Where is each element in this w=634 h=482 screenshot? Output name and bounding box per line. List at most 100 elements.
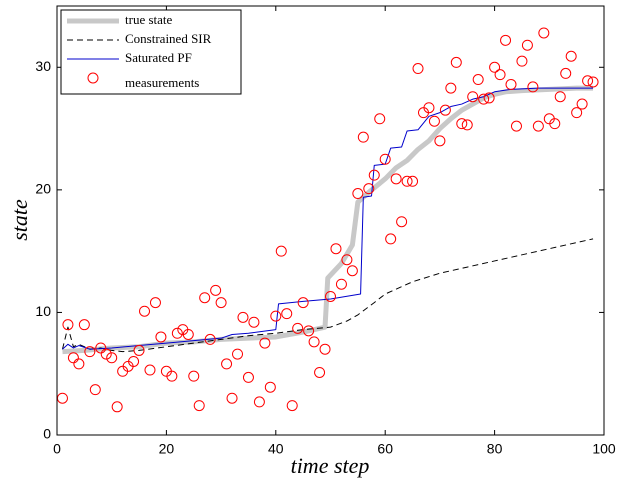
measurement-point bbox=[248, 316, 260, 328]
measurement-point bbox=[259, 337, 271, 349]
legend-label: Constrained SIR bbox=[125, 31, 212, 46]
measurement-point bbox=[582, 75, 594, 87]
measurement-point bbox=[483, 92, 495, 104]
measurement-point bbox=[144, 364, 156, 376]
measurement-point bbox=[407, 175, 419, 187]
measurement-point bbox=[292, 322, 304, 334]
measurement-point bbox=[210, 284, 222, 296]
measurement-point bbox=[554, 91, 566, 103]
measurement-point bbox=[67, 352, 79, 364]
y-tick-label: 30 bbox=[35, 58, 51, 74]
legend-label: Saturated PF bbox=[125, 50, 192, 65]
measurement-point bbox=[303, 325, 315, 337]
measurement-point bbox=[335, 278, 347, 290]
measurement-point bbox=[314, 366, 326, 378]
measurement-point bbox=[510, 120, 522, 132]
legend-label: measurements bbox=[125, 75, 199, 90]
measurement-point bbox=[390, 173, 402, 185]
measurement-point bbox=[571, 107, 583, 119]
measurement-point bbox=[450, 56, 462, 68]
y-tick-label: 20 bbox=[35, 181, 51, 197]
x-tick-label: 0 bbox=[53, 441, 61, 457]
measurement-point bbox=[106, 352, 118, 364]
measurement-point bbox=[489, 61, 501, 73]
measurement-point bbox=[100, 348, 112, 360]
measurement-point bbox=[253, 396, 265, 408]
measurement-point bbox=[368, 169, 380, 181]
measurement-point bbox=[538, 27, 550, 39]
measurement-point bbox=[264, 381, 276, 393]
measurement-point bbox=[221, 358, 233, 370]
legend-swatch bbox=[87, 72, 99, 84]
series-line bbox=[61, 238, 594, 353]
measurement-point bbox=[188, 370, 200, 382]
measurement-point bbox=[275, 245, 287, 257]
measurement-point bbox=[379, 153, 391, 165]
measurement-point bbox=[215, 297, 227, 309]
y-tick-label: 0 bbox=[43, 426, 51, 442]
x-axis-label: time step bbox=[291, 453, 370, 478]
measurement-point bbox=[549, 118, 561, 130]
measurement-point bbox=[532, 120, 544, 132]
measurement-point bbox=[587, 76, 599, 88]
measurement-point bbox=[330, 243, 342, 255]
x-tick-label: 40 bbox=[268, 441, 284, 457]
measurement-point bbox=[78, 319, 90, 331]
measurement-point bbox=[560, 67, 572, 79]
y-tick-label: 10 bbox=[35, 303, 51, 319]
measurement-point bbox=[325, 290, 336, 302]
measurement-point bbox=[461, 119, 473, 131]
measurement-point bbox=[286, 400, 298, 412]
measurement-point bbox=[199, 292, 211, 304]
measurement-point bbox=[62, 319, 74, 331]
measurement-point bbox=[133, 344, 145, 356]
measurement-point bbox=[149, 297, 161, 309]
measurement-point bbox=[56, 392, 68, 404]
measurement-point bbox=[95, 342, 107, 354]
measurement-point bbox=[396, 216, 408, 228]
measurement-point bbox=[73, 358, 85, 370]
y-axis-label: state bbox=[7, 199, 32, 241]
legend: true state Constrained SIR Saturated PF mea… bbox=[60, 9, 242, 95]
measurement-point bbox=[166, 370, 178, 382]
measurement-point bbox=[434, 135, 446, 147]
measurement-point bbox=[385, 233, 397, 245]
measurement-point bbox=[527, 81, 539, 93]
measurement-point bbox=[341, 254, 353, 266]
measurement-point bbox=[478, 93, 490, 105]
measurement-point bbox=[193, 400, 205, 412]
measurement-point bbox=[401, 175, 413, 187]
x-tick-label: 100 bbox=[592, 441, 616, 457]
measurement-point bbox=[439, 104, 451, 116]
measurement-point bbox=[281, 308, 293, 320]
measurement-point bbox=[472, 74, 484, 86]
legend-box bbox=[60, 9, 242, 95]
measurement-point bbox=[357, 131, 369, 143]
measurement-point bbox=[308, 336, 320, 348]
measurement-point bbox=[226, 392, 238, 404]
measurement-point bbox=[428, 115, 440, 127]
measurement-point bbox=[516, 55, 528, 67]
measurement-point bbox=[237, 311, 249, 323]
measurement-point bbox=[505, 78, 517, 90]
measurement-point bbox=[128, 355, 140, 367]
series-line bbox=[62, 87, 594, 350]
measurement-point bbox=[565, 50, 577, 62]
measurement-point bbox=[171, 327, 183, 339]
measurement-point bbox=[182, 328, 194, 340]
measurement-point bbox=[500, 34, 512, 46]
measurement-point bbox=[363, 183, 375, 195]
measurement-point bbox=[445, 82, 457, 94]
x-tick-label: 60 bbox=[377, 441, 393, 457]
measurement-point bbox=[297, 297, 309, 309]
measurement-point bbox=[521, 39, 533, 51]
measurement-point bbox=[270, 310, 282, 322]
measurement-point bbox=[232, 348, 244, 360]
measurement-point bbox=[374, 113, 386, 125]
measurement-point bbox=[155, 331, 167, 343]
measurement-point bbox=[89, 384, 101, 396]
measurement-point bbox=[467, 91, 479, 103]
measurement-point bbox=[204, 333, 216, 345]
